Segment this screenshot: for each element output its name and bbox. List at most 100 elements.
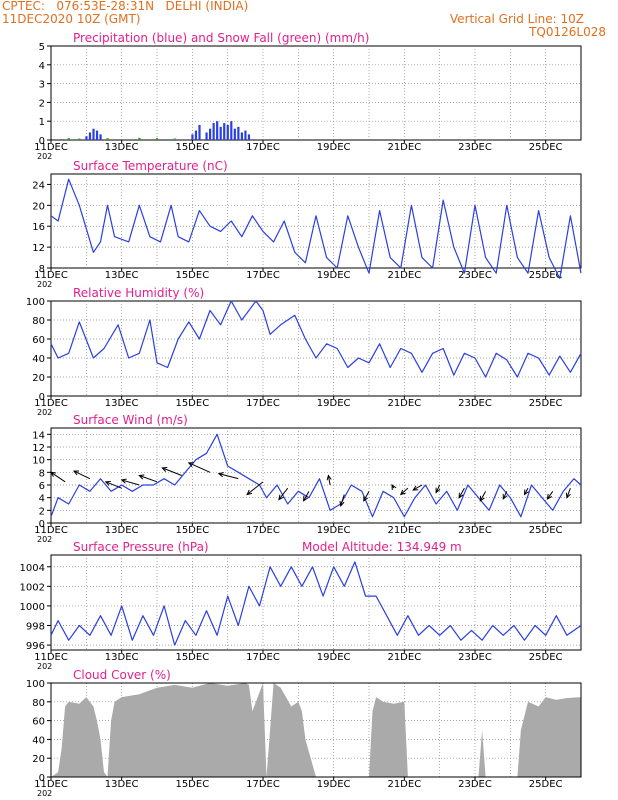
cloud-title: Cloud Cover (%) (73, 668, 171, 682)
cloud-year-stub: 202 (37, 789, 52, 798)
wind-xtick-label: 23DEC (458, 525, 492, 536)
cloud-ytick-label: 100 (26, 679, 45, 690)
pres-xtick-label: 13DEC (105, 652, 139, 663)
wind-arrow-head (187, 462, 194, 468)
wind-arrow (303, 491, 310, 502)
temp-ytick-label: 20 (32, 201, 45, 212)
rh-year-stub: 202 (37, 408, 52, 417)
wind-arrow (502, 491, 508, 500)
wind-arrow-head (435, 487, 441, 494)
precip-bar (212, 123, 215, 140)
precip-year-stub: 202 (37, 152, 52, 161)
rh-xtick-label: 23DEC (458, 398, 492, 409)
temp-xtick-label: 17DEC (246, 270, 280, 281)
wind-xtick-label: 13DEC (105, 525, 139, 536)
precip-bar (216, 121, 219, 140)
cloud-ytick-label: 80 (32, 698, 45, 709)
temp-ytick-label: 8 (39, 264, 45, 275)
temp-xtick-label: 11DEC (34, 270, 68, 281)
cloud-ytick-label: 60 (32, 717, 45, 728)
temp-year-stub: 202 (37, 280, 52, 289)
wind-arrow-head (138, 474, 145, 480)
pres-xtick-label: 19DEC (317, 652, 351, 663)
wind-ytick-label: 14 (32, 430, 45, 441)
wind-xtick-label: 15DEC (175, 525, 209, 536)
temp-xtick-label: 13DEC (105, 270, 139, 281)
snow-bar (67, 138, 70, 140)
wind-series-line (50, 433, 582, 518)
snow-bar (60, 139, 63, 140)
wind-arrow-head (303, 495, 308, 502)
wind-arrow-head (120, 478, 127, 484)
precip-bar (92, 128, 95, 140)
precip-bar (99, 134, 102, 140)
wind-xtick-label: 19DEC (317, 525, 351, 536)
precip-bar (226, 124, 229, 140)
pres-series-line (50, 561, 582, 646)
snow-bar (173, 138, 176, 140)
cloud-xtick-label: 21DEC (387, 779, 421, 790)
wind-arrow (327, 475, 331, 486)
precip-bar (205, 132, 208, 140)
header-grid-note: Vertical Grid Line: 10Z (449, 12, 584, 26)
precip-xtick-label: 25DEC (529, 142, 563, 153)
snow-bar (138, 137, 141, 140)
pres-ytick-label: 1004 (20, 563, 45, 574)
precip-bar (240, 132, 243, 140)
wind-xtick-label: 11DEC (34, 525, 68, 536)
wind-ytick-label: 4 (39, 494, 45, 505)
cloud-xtick-label: 25DEC (529, 779, 563, 790)
precip-frame (50, 45, 582, 141)
wind-arrow (566, 487, 571, 498)
wind-arrow (218, 473, 239, 480)
pres-xtick-label: 17DEC (246, 652, 280, 663)
pres-xtick-label: 25DEC (529, 652, 563, 663)
wind-arrow (278, 487, 289, 500)
rh-ytick-label: 40 (32, 354, 45, 365)
wind-ytick-label: 8 (39, 468, 45, 479)
wind-arrow-head (278, 494, 284, 501)
rh-xtick-label: 13DEC (105, 398, 139, 409)
temp-xtick-label: 23DEC (458, 270, 492, 281)
cloud-frame-overlay (50, 682, 582, 778)
cloud-ytick-label: 40 (32, 735, 45, 746)
pres-xtick-label: 23DEC (458, 652, 492, 663)
temp-xtick-label: 21DEC (387, 270, 421, 281)
precip-bar (244, 130, 247, 140)
wind-arrow-head (72, 470, 80, 476)
precip-bar (233, 128, 236, 140)
wind-arrow-head (565, 492, 571, 499)
cloud-xtick-label: 23DEC (458, 779, 492, 790)
rh-ytick-label: 60 (32, 335, 45, 346)
rh-xtick-label: 21DEC (387, 398, 421, 409)
wind-ytick-label: 12 (32, 443, 45, 454)
rh-series-line (50, 300, 582, 378)
temp-ytick-label: 24 (32, 180, 45, 191)
precip-title: Precipitation (blue) and Snow Fall (gree… (73, 31, 369, 45)
precip-bar (219, 126, 222, 140)
precip-ytick-label: 3 (39, 80, 45, 91)
precip-ytick-label: 1 (39, 117, 45, 128)
snow-bar (78, 138, 81, 140)
wind-arrow-head (217, 472, 224, 478)
rh-ytick-label: 20 (32, 373, 45, 384)
snow-bar (106, 138, 109, 140)
wind-arrow-head (479, 495, 485, 502)
cloud-xtick-label: 15DEC (175, 779, 209, 790)
wind-arrow (479, 491, 487, 502)
wind-arrow-head (363, 495, 369, 502)
header-location: CPTEC: 076:53E-28:31N DELHI (INDIA) (2, 0, 249, 13)
wind-arrow (105, 481, 122, 489)
rh-xtick-label: 11DEC (34, 398, 68, 409)
precip-ytick-label: 4 (39, 61, 45, 72)
wind-arrow (400, 487, 409, 495)
wind-arrow (547, 491, 554, 500)
pres-ytick-label: 1002 (20, 582, 45, 593)
precip-ytick-label: 2 (39, 98, 45, 109)
precip-xtick-label: 15DEC (175, 142, 209, 153)
header-model-id: TQ0126L028 (529, 25, 606, 39)
rh-ytick-label: 0 (39, 392, 45, 403)
rh-xtick-label: 15DEC (175, 398, 209, 409)
wind-xtick-label: 21DEC (387, 525, 421, 536)
